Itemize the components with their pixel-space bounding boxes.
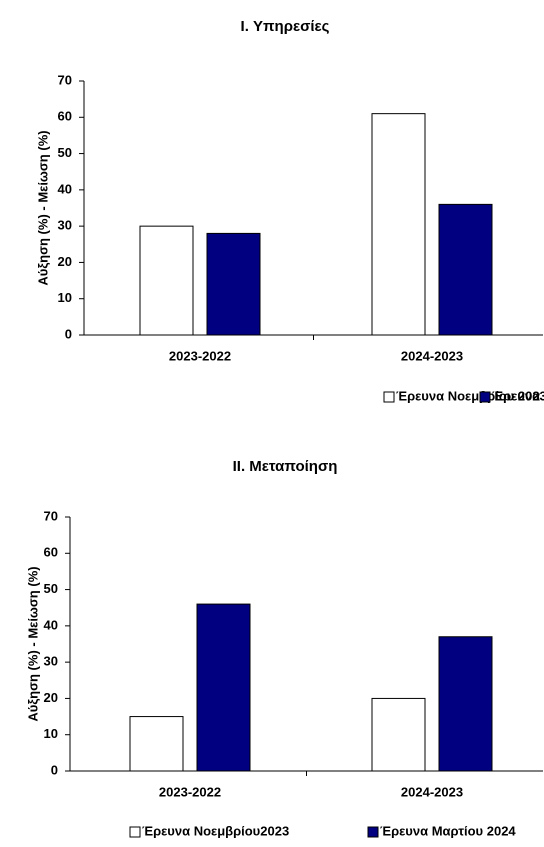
y-tick-label: 30 [58, 218, 72, 233]
legend-label: Έρευνα Νοεμβρίου2023 [142, 823, 289, 838]
bar [196, 603, 251, 772]
y-tick-label: 10 [58, 290, 72, 305]
y-tick-label: 0 [65, 326, 72, 341]
x-tick-label: 2023-2022 [169, 348, 231, 363]
x-tick-label: 2024-2023 [401, 784, 463, 799]
y-tick-label: 50 [58, 145, 72, 160]
y-tick-label: 20 [58, 254, 72, 269]
bar [438, 636, 493, 772]
chart-title: II. Μεταποίηση [233, 458, 338, 475]
y-tick-label: 70 [58, 72, 72, 87]
x-tick-label: 2023-2022 [159, 784, 221, 799]
y-tick-label: 10 [44, 726, 58, 741]
bar [139, 225, 194, 336]
bar [371, 113, 426, 336]
y-tick-label: 50 [44, 581, 58, 596]
legend-marker [367, 826, 379, 838]
bar [206, 232, 261, 336]
x-tick-label: 2024-2023 [401, 348, 463, 363]
y-tick-label: 60 [58, 109, 72, 124]
y-tick-label: 30 [44, 654, 58, 669]
y-tick-label: 0 [51, 762, 58, 777]
bar [129, 716, 184, 772]
bar [438, 203, 493, 336]
legend-marker [383, 391, 395, 403]
y-tick-label: 40 [44, 617, 58, 632]
y-axis-label: Αύξηση (%) - Μείωση (%) [25, 566, 40, 721]
y-tick-label: 20 [44, 690, 58, 705]
legend-label: Έρευνα Νοεμβρίου 2023 [396, 388, 544, 403]
legend-label: Έρευνα Μαρτίου 2024 [380, 823, 516, 838]
y-axis-label: Αύξηση (%) - Μείωση (%) [35, 130, 50, 285]
bar [371, 697, 426, 772]
chart-title: I. Υπηρεσίες [241, 18, 330, 35]
y-tick-label: 60 [44, 545, 58, 560]
legend-marker [129, 826, 141, 838]
legend-label: Έρευνα Μαρτίου 2024 [492, 388, 544, 403]
y-tick-label: 40 [58, 181, 72, 196]
legend-marker [479, 391, 491, 403]
y-tick-label: 70 [44, 508, 58, 523]
